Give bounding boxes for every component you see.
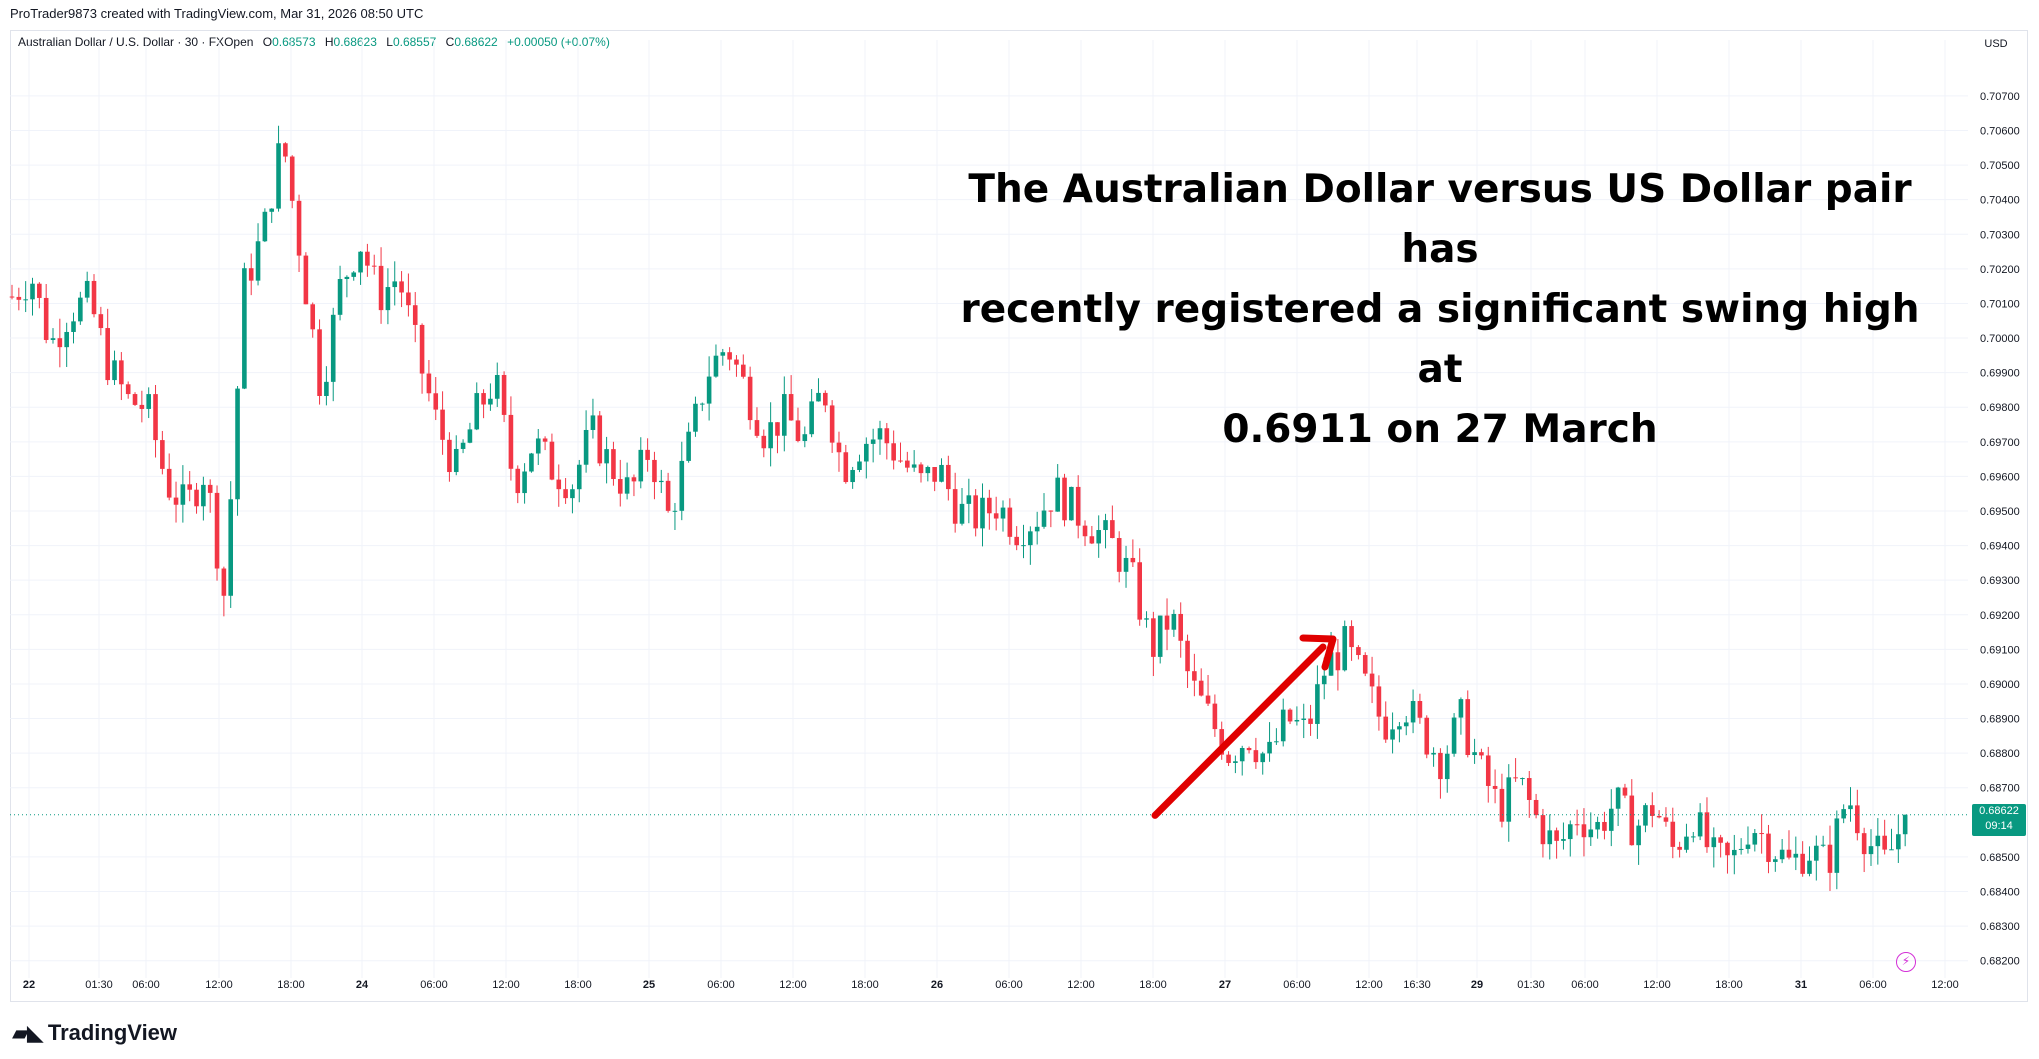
brand-name: TradingView (47, 1020, 178, 1045)
open-value: 0.68573 (272, 35, 316, 49)
annotation-text: The Australian Dollar versus US Dollar p… (940, 160, 1940, 460)
chart-frame[interactable] (10, 30, 2028, 1002)
close-value: 0.68622 (454, 35, 498, 49)
symbol-label: Australian Dollar / U.S. Dollar · 30 · F… (18, 35, 254, 49)
last-price-badge: 0.68622 09:14 (1972, 803, 2026, 836)
attribution-text: ProTrader9873 created with TradingView.c… (10, 6, 424, 21)
high-label: H (324, 35, 334, 49)
low-label: L (386, 35, 393, 49)
currency-label[interactable]: USD (1984, 38, 2008, 50)
brand-logo: ▰◣ TradingView (12, 1020, 177, 1046)
bar-countdown: 09:14 (1985, 819, 2013, 832)
open-label: O (262, 35, 273, 49)
last-price-value: 0.68622 (1979, 804, 2019, 817)
annotation-line-3: 0.6911 on 27 March (1222, 407, 1658, 452)
annotation-line-1: The Australian Dollar versus US Dollar p… (968, 167, 1912, 272)
tradingview-logo-icon: ▰◣ (12, 1020, 44, 1045)
ohlc-legend: Australian Dollar / U.S. Dollar · 30 · F… (18, 35, 610, 49)
low-value: 0.68557 (392, 35, 437, 49)
annotation-line-2: recently registered a significant swing … (960, 287, 1920, 392)
high-value: 0.68623 (333, 35, 377, 49)
lightning-icon[interactable]: ⚡ (1896, 952, 1916, 972)
close-label: C (445, 35, 455, 49)
change-value: +0.00050 (+0.07%) (507, 35, 610, 49)
